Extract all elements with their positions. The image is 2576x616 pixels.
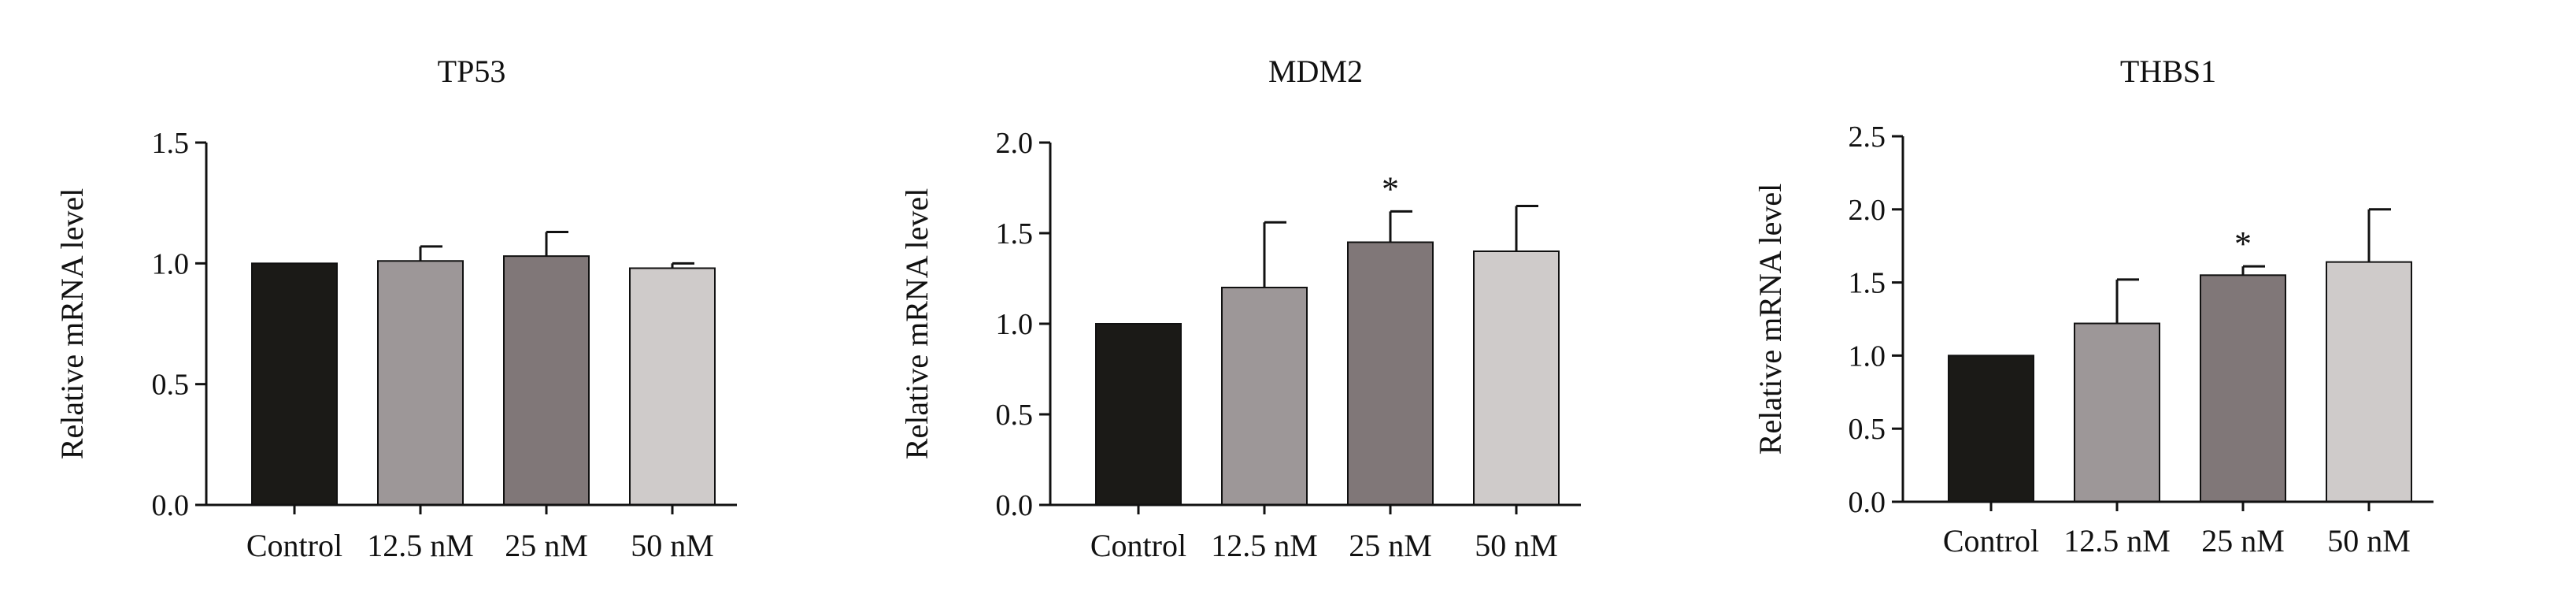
thbs1-significance-star-3: * [2234, 225, 2252, 263]
mdm2-y-tick-label-2: 0.5 [996, 399, 1034, 432]
mdm2-y-axis-label: Relative mRNA level [899, 188, 935, 459]
thbs1-bar-3 [2200, 274, 2286, 503]
panel-mdm2: MDM2 Relative mRNA level Control 12.5 nM * 25… [899, 54, 1581, 563]
mdm2-y-tick-label-3: 1.0 [996, 308, 1034, 341]
thbs1-x-tick-label-3: 25 nM [2201, 523, 2285, 558]
mdm2-bar-4 [1473, 250, 1560, 506]
tp53-chart-title: TP53 [438, 54, 506, 89]
tp53-x-tick-label-2: 12.5 nM [367, 528, 474, 563]
tp53-x-tick-label-4: 50 nM [631, 528, 714, 563]
thbs1-y-tick-label-1: 0.0 [1849, 486, 1886, 519]
tp53-bar-2 [377, 260, 464, 506]
mdm2-x-tick-label-3: 25 nM [1349, 528, 1432, 563]
tp53-y-tick-label-3: 1.0 [152, 247, 190, 280]
tp53-y-tick-label-1: 0.0 [152, 489, 190, 522]
tp53-y-tick-label-2: 0.5 [152, 369, 190, 402]
thbs1-bar-1 [1948, 354, 2034, 503]
panel-tp53: TP53 Relative mRNA level Control 12.5 nM 25 … [54, 54, 737, 563]
mdm2-y-tick-label-1: 0.0 [996, 489, 1034, 522]
thbs1-chart-title: THBS1 [2120, 54, 2216, 89]
mdm2-y-tick-label-4: 1.5 [996, 217, 1034, 250]
thbs1-y-axis-label: Relative mRNA level [1752, 184, 1788, 455]
mdm2-chart-title: MDM2 [1268, 54, 1363, 89]
tp53-bar-1 [251, 262, 338, 506]
mdm2-bar-1 [1095, 323, 1182, 506]
thbs1-y-tick-label-2: 0.5 [1849, 413, 1886, 446]
thbs1-x-tick-label-1: Control [1943, 523, 2039, 558]
mdm2-x-tick-label-1: Control [1090, 528, 1186, 563]
thbs1-y-tick-label-3: 1.0 [1849, 340, 1886, 373]
thbs1-y-tick-label-5: 2.0 [1849, 194, 1886, 227]
thbs1-bar-2 [2074, 322, 2160, 503]
tp53-x-tick-label-3: 25 nM [505, 528, 588, 563]
thbs1-y-tick-label-4: 1.5 [1849, 267, 1886, 300]
thbs1-y-tick-label-6: 2.5 [1849, 121, 1886, 154]
tp53-bar-4 [629, 267, 716, 506]
mdm2-bar-3 [1347, 241, 1434, 506]
mdm2-x-tick-label-4: 50 nM [1475, 528, 1558, 563]
tp53-y-axis-label: Relative mRNA level [54, 188, 90, 459]
mdm2-significance-star-3: * [1382, 169, 1399, 208]
tp53-bar-3 [503, 255, 590, 506]
thbs1-x-tick-label-2: 12.5 nM [2063, 523, 2171, 558]
thbs1-x-tick-label-4: 50 nM [2327, 523, 2411, 558]
mdm2-y-tick-label-5: 2.0 [996, 127, 1034, 160]
mdm2-bar-2 [1221, 287, 1308, 506]
panel-thbs1: THBS1 Relative mRNA level Control 12.5 nM * 2… [1752, 54, 2434, 558]
tp53-y-tick-label-4: 1.5 [152, 127, 190, 160]
tp53-x-tick-label-1: Control [246, 528, 342, 563]
thbs1-bar-4 [2326, 261, 2412, 503]
mdm2-x-tick-label-2: 12.5 nM [1211, 528, 1318, 563]
